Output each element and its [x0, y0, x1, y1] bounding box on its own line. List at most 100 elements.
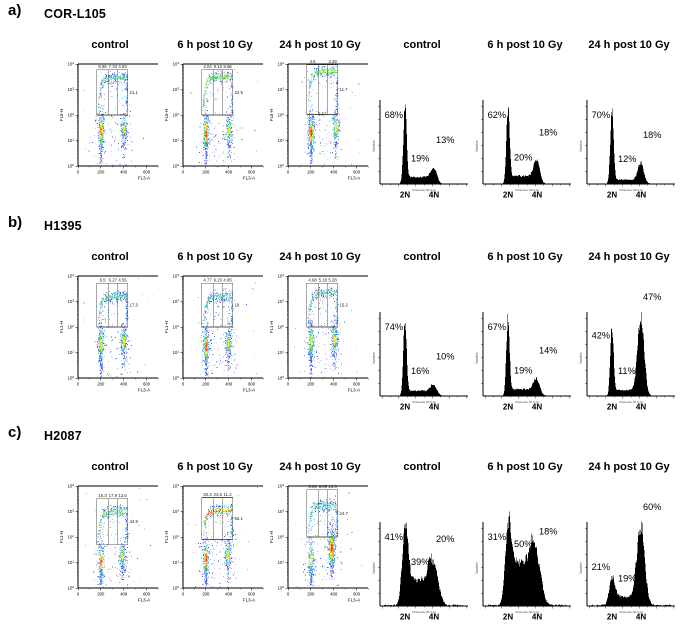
panel-letter: a) — [8, 2, 22, 19]
panel-letter: c) — [8, 424, 22, 441]
x-tick-label: 0 — [77, 592, 80, 597]
gate-value-side: 24.7 — [340, 511, 349, 516]
density-dots — [205, 128, 208, 137]
x-tick-label: 0 — [77, 170, 80, 175]
y-tick-label: 101 — [278, 349, 285, 355]
gate-value-top-mid: 9.12 — [214, 64, 223, 69]
gate-region: 8.86 7.33 4.93 21.1 — [96, 64, 138, 116]
y-tick-label: 102 — [278, 534, 285, 540]
y-axis-label: FL1-H — [59, 321, 64, 333]
x-tick-label: 200 — [307, 592, 315, 597]
y-tick-label: 104 — [173, 273, 180, 279]
y-tick-label: 104 — [68, 61, 75, 67]
histogram-plot: Channels (FL3-A) Number 62% 18% 20% 2N 4N — [475, 100, 571, 200]
density-dots — [82, 71, 148, 166]
density-dots — [203, 506, 233, 571]
marker-2n: 2N — [503, 191, 513, 200]
gate-value-side: 44.9 — [130, 519, 139, 524]
y-tick-label: 104 — [278, 273, 285, 279]
x-tick-label: 0 — [287, 592, 290, 597]
histogram-plot: Channels (FL3-A) Number 31% 18% 50% 2N 4N — [475, 509, 571, 622]
hist-y-axis-label: Number — [579, 351, 583, 363]
density-dots — [83, 278, 154, 378]
marker-2n: 2N — [607, 613, 617, 622]
hist-x-axis-label: Channels (FL3-A) — [619, 400, 643, 404]
y-tick-label: 100 — [173, 375, 180, 381]
x-tick-label: 200 — [202, 382, 210, 387]
hist-x-axis-label: Channels (FL3-A) — [412, 400, 436, 404]
dna-content-histogram-curve — [589, 107, 673, 184]
condition-title-scatter: 6 h post 10 Gy — [177, 461, 253, 473]
y-tick-label: 100 — [278, 375, 285, 381]
x-tick-label: 400 — [330, 592, 338, 597]
x-axis-label: FL3-A — [243, 176, 255, 181]
y-tick-label: 102 — [68, 324, 75, 330]
x-tick-label: 600 — [143, 592, 151, 597]
panel-a: a) COR-L105 control control 6 h post 10 Gy… — [0, 0, 700, 212]
gate-value-side: 17.3 — [130, 303, 139, 308]
marker-4n: 4N — [429, 613, 439, 622]
gate-value-top-mid: 23.6 — [214, 492, 223, 497]
condition-title-histogram: 6 h post 10 Gy — [487, 39, 563, 51]
y-tick-label: 104 — [68, 273, 75, 279]
gate-value-side: 15.2 — [340, 303, 349, 308]
g2-percent-label: 10% — [436, 351, 454, 361]
x-tick-label: 0 — [77, 382, 80, 387]
g2-percent-label: 14% — [539, 346, 557, 356]
y-tick-label: 101 — [173, 559, 180, 565]
density-dots — [205, 343, 207, 352]
gate-value-top-mid: 6.09 — [319, 484, 328, 489]
y-axis-label: FL1-H — [164, 321, 169, 333]
y-tick-label: 104 — [68, 483, 75, 489]
x-axis-label: FL3-A — [243, 388, 255, 393]
dna-content-histogram-curve — [589, 310, 673, 396]
gate-value-top-left: 8.86 — [98, 64, 107, 69]
gate-value-top-right: 4.93 — [118, 64, 127, 69]
density-dots — [294, 286, 358, 378]
condition-title-scatter: control — [91, 461, 129, 473]
g1-percent-label: 31% — [488, 532, 506, 542]
hist-y-axis-label: Number — [579, 561, 583, 573]
y-axis-label: FL5-H — [59, 109, 64, 121]
x-tick-label: 200 — [307, 382, 315, 387]
density-dots — [100, 558, 102, 566]
dna-content-histogram-curve — [485, 509, 569, 606]
gate-value-top-left: 4.04 — [203, 64, 212, 69]
gate-value-top-left: 4.6 — [310, 59, 317, 64]
gate-value-top-right: 11.2 — [224, 492, 233, 497]
density-dots — [203, 75, 231, 142]
condition-title-scatter: 24 h post 10 Gy — [279, 251, 361, 263]
y-tick-label: 101 — [278, 559, 285, 565]
condition-title-histogram: control — [403, 251, 441, 263]
x-tick-label: 400 — [225, 382, 233, 387]
y-axis-label: FL5-H — [164, 109, 169, 121]
condition-title-scatter: control — [91, 39, 129, 51]
cell-line-name: H1395 — [44, 219, 82, 233]
x-tick-label: 200 — [202, 170, 210, 175]
y-tick-label: 103 — [278, 86, 285, 92]
x-axis-label: FL3-A — [138, 176, 150, 181]
g1-percent-label: 42% — [592, 330, 610, 340]
hist-y-axis-label: Number — [372, 561, 376, 573]
x-tick-label: 400 — [225, 170, 233, 175]
y-tick-label: 103 — [278, 508, 285, 514]
dna-content-histogram-curve — [485, 104, 569, 184]
gate-region: 4.6 3.49 11.7 3.57 — [306, 59, 348, 117]
gate-value-top-right: 5.28 — [328, 278, 337, 283]
marker-2n: 2N — [400, 613, 410, 622]
marker-2n: 2N — [400, 403, 410, 412]
density-dots — [190, 66, 259, 166]
s-percent-label: 19% — [411, 153, 429, 163]
x-tick-label: 0 — [182, 382, 185, 387]
g2-percent-label: 20% — [436, 534, 454, 544]
hist-y-axis-label: Number — [579, 139, 583, 151]
density-dots — [310, 335, 336, 348]
x-tick-label: 600 — [248, 592, 256, 597]
density-dots — [100, 337, 126, 351]
histogram-plot: Channels (FL3-A) Number 68% 13% 19% 2N 4N — [372, 100, 468, 200]
density-dots — [98, 510, 128, 569]
